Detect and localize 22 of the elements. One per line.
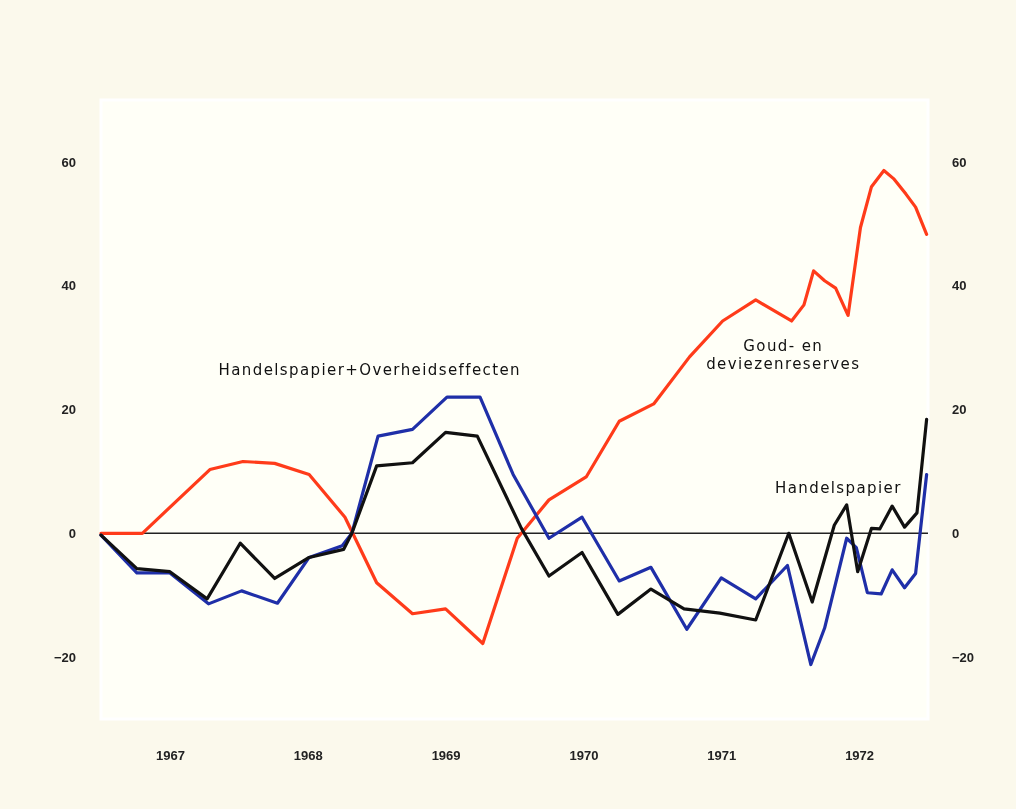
y2-tick-label: 0 [952, 525, 960, 541]
x-tick-label: 1972 [845, 748, 875, 764]
line-series [99, 395, 929, 667]
series-label: Handelspapier [775, 479, 902, 498]
y2-tick-label: 40 [952, 278, 967, 294]
y2-tick-label: 20 [952, 402, 967, 418]
y-tick-label: 40 [61, 278, 76, 294]
y2-tick-label: 60 [952, 154, 967, 170]
y-tick-label: 20 [61, 402, 76, 418]
x-tick-label: 1967 [155, 748, 185, 764]
y2-tick-label: −20 [952, 649, 975, 665]
y-tick-label: 60 [61, 154, 76, 170]
text: Handelspapier+Overheidseffecten [218, 361, 521, 380]
line-series [99, 168, 929, 646]
line-series [99, 417, 929, 622]
x-tick-label: 1969 [431, 748, 461, 764]
x-tick-label: 1968 [293, 748, 323, 764]
x-tick-label: 1970 [569, 748, 599, 764]
x-tick-label: 1971 [707, 748, 737, 764]
y-tick-label: −20 [53, 649, 76, 665]
series-label: Goud- en deviezenreserves [706, 336, 861, 373]
y-tick-label: 0 [68, 525, 76, 541]
